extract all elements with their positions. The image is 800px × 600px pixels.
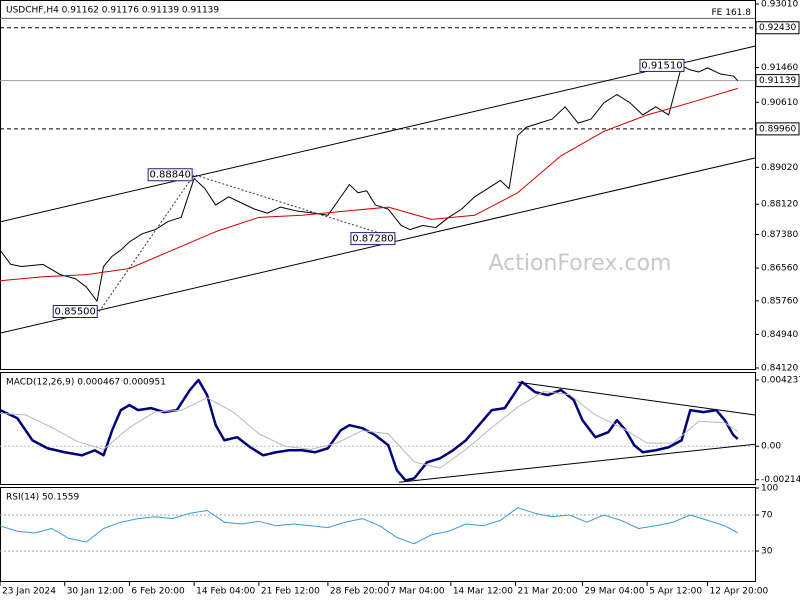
series-line — [0, 87, 738, 282]
panel-frame — [0, 372, 756, 485]
x-tick-label: 7 Mar 04:00 — [390, 587, 445, 597]
level-label: 0.89960 — [759, 124, 796, 134]
y-tick-label: 0.93010 — [761, 0, 798, 10]
y-tick-label: 0.87380 — [761, 230, 798, 240]
y-tick-label: 0.86560 — [761, 264, 798, 274]
x-tick-label: 12 Apr 20:00 — [710, 587, 769, 597]
y-tick-label: 0.91460 — [761, 63, 798, 73]
y-tick-label: 0.00 — [761, 442, 781, 452]
pivot-label: 0.88840 — [149, 170, 190, 181]
y-tick-label: 0.89020 — [761, 163, 798, 173]
y-tick-label: 0.85760 — [761, 296, 798, 306]
y-tick-label: 70 — [761, 511, 773, 521]
panel-frame — [0, 0, 756, 370]
watermark: ActionForex.com — [489, 251, 672, 276]
trendline — [0, 45, 756, 223]
level-label: 0.92430 — [759, 23, 796, 33]
y-tick-label: 0.88120 — [761, 200, 798, 210]
level-label: FE 161.8 — [712, 8, 752, 18]
pivot-label: 0.85500 — [55, 306, 96, 317]
x-tick-label: 14 Feb 04:00 — [196, 587, 255, 597]
y-tick-label: 30 — [761, 547, 773, 557]
trendline — [0, 157, 756, 334]
level-label-box — [755, 122, 800, 136]
y-tick-label: 0.004237 — [761, 375, 800, 385]
x-tick-label: 21 Feb 12:00 — [261, 587, 320, 597]
level-label: 0.91139 — [759, 76, 796, 86]
y-tick-label: 0.84120 — [761, 364, 798, 374]
x-tick-label: 6 Feb 20:00 — [131, 587, 185, 597]
panel-frame — [0, 487, 756, 582]
series-line — [0, 391, 739, 469]
y-tick-label: 0.90610 — [761, 98, 798, 108]
pivot-label-box — [52, 304, 98, 318]
panel-title: USDCHF,H4 0.91162 0.91176 0.91139 0.9113… — [6, 6, 219, 16]
x-tick-label: 29 Mar 04:00 — [584, 587, 644, 597]
level-label-box — [755, 21, 800, 35]
zigzag — [98, 174, 398, 312]
x-tick-label: 30 Jan 12:00 — [67, 587, 124, 597]
trendline — [399, 443, 756, 483]
panel-title: MACD(12,26,9) 0.000467 0.000951 — [6, 378, 166, 388]
y-tick-label: 0.84940 — [761, 330, 798, 340]
panel-title: RSI(14) 50.1559 — [6, 493, 79, 503]
pivot-label: 0.91510 — [641, 60, 682, 71]
x-tick-label: 14 Mar 12:00 — [453, 587, 513, 597]
x-tick-label: 23 Jan 2024 — [2, 587, 56, 597]
pivot-label-box — [350, 232, 396, 246]
pivot-label: 0.87280 — [352, 234, 393, 245]
x-tick-label: 28 Feb 20:00 — [330, 587, 389, 597]
series-line — [0, 378, 739, 482]
pivot-label-box — [639, 58, 685, 72]
pivot-label-box — [147, 168, 193, 182]
level-label-box — [755, 74, 800, 88]
x-tick-label: 21 Mar 20:00 — [518, 587, 578, 597]
y-tick-label: 100 — [761, 484, 778, 494]
series-line — [0, 65, 739, 302]
x-tick-label: 5 Apr 12:00 — [649, 587, 702, 597]
y-tick-label: -0.002142 — [761, 475, 800, 485]
series-line — [0, 507, 738, 545]
